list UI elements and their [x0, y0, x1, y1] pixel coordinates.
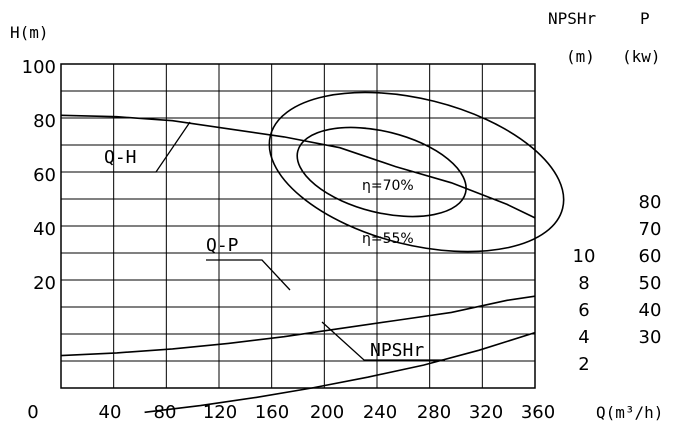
npshr-tick-label: 4	[578, 327, 589, 348]
labels: H(m) NPSHr (m) P (kw) Q(m³/h) Q-H Q-P NP…	[10, 9, 663, 423]
q-h-leader	[100, 121, 191, 173]
x-tick-label: 280	[417, 402, 451, 423]
q-p-curve	[60, 295, 536, 357]
npshr-tick-label: 6	[578, 300, 589, 321]
h-tick-label: 80	[33, 111, 56, 132]
npshr-tick-label: 10	[573, 246, 596, 267]
power-tick-label: 70	[639, 219, 662, 240]
x-tick-label: 80	[154, 402, 177, 423]
npshr-tick-label: 8	[578, 273, 589, 294]
power-tick-label: 50	[639, 273, 662, 294]
grid	[60, 63, 536, 389]
power-tick-label: 80	[639, 192, 662, 213]
x-tick-label: 360	[521, 402, 555, 423]
efficiency-contour-70	[296, 126, 467, 218]
series-label-q-p: Q-P	[206, 235, 239, 256]
efficiency-label-70: η=70%	[362, 178, 414, 194]
h-axis-title: H(m)	[10, 23, 49, 42]
efficiency-contour-55	[268, 91, 565, 253]
power-tick-label: 40	[639, 300, 662, 321]
h-tick-label: 100	[22, 57, 56, 78]
power-axis-title: P	[640, 9, 650, 28]
power-tick-label: 60	[639, 246, 662, 267]
series-label-q-h: Q-H	[104, 147, 137, 168]
efficiency-label-55: η=55%	[362, 231, 414, 247]
npshr-curve	[144, 331, 536, 414]
q-h-curve	[60, 114, 536, 219]
curves	[60, 91, 565, 414]
power-tick-label: 30	[639, 327, 662, 348]
x-tick-label: 240	[363, 402, 397, 423]
x-tick-label: 320	[469, 402, 503, 423]
x-tick-label: 160	[255, 402, 289, 423]
series-label-npshr: NPSHr	[370, 340, 424, 361]
q-p-leader	[206, 259, 291, 291]
h-tick-label: 40	[33, 219, 56, 240]
npshr-axis-title: NPSHr	[548, 9, 597, 28]
x-tick-label: 200	[310, 402, 344, 423]
x-axis-label: Q(m³/h)	[596, 403, 663, 422]
x-tick-label: 120	[203, 402, 237, 423]
x-tick-label: 40	[99, 402, 122, 423]
h-tick-label: 20	[33, 273, 56, 294]
x-tick-label: 0	[27, 402, 38, 423]
power-axis-unit: (kw)	[622, 47, 661, 66]
npshr-tick-label: 2	[578, 354, 589, 375]
h-tick-label: 60	[33, 165, 56, 186]
npshr-leader	[321, 321, 445, 361]
npshr-axis-unit: (m)	[566, 47, 595, 66]
